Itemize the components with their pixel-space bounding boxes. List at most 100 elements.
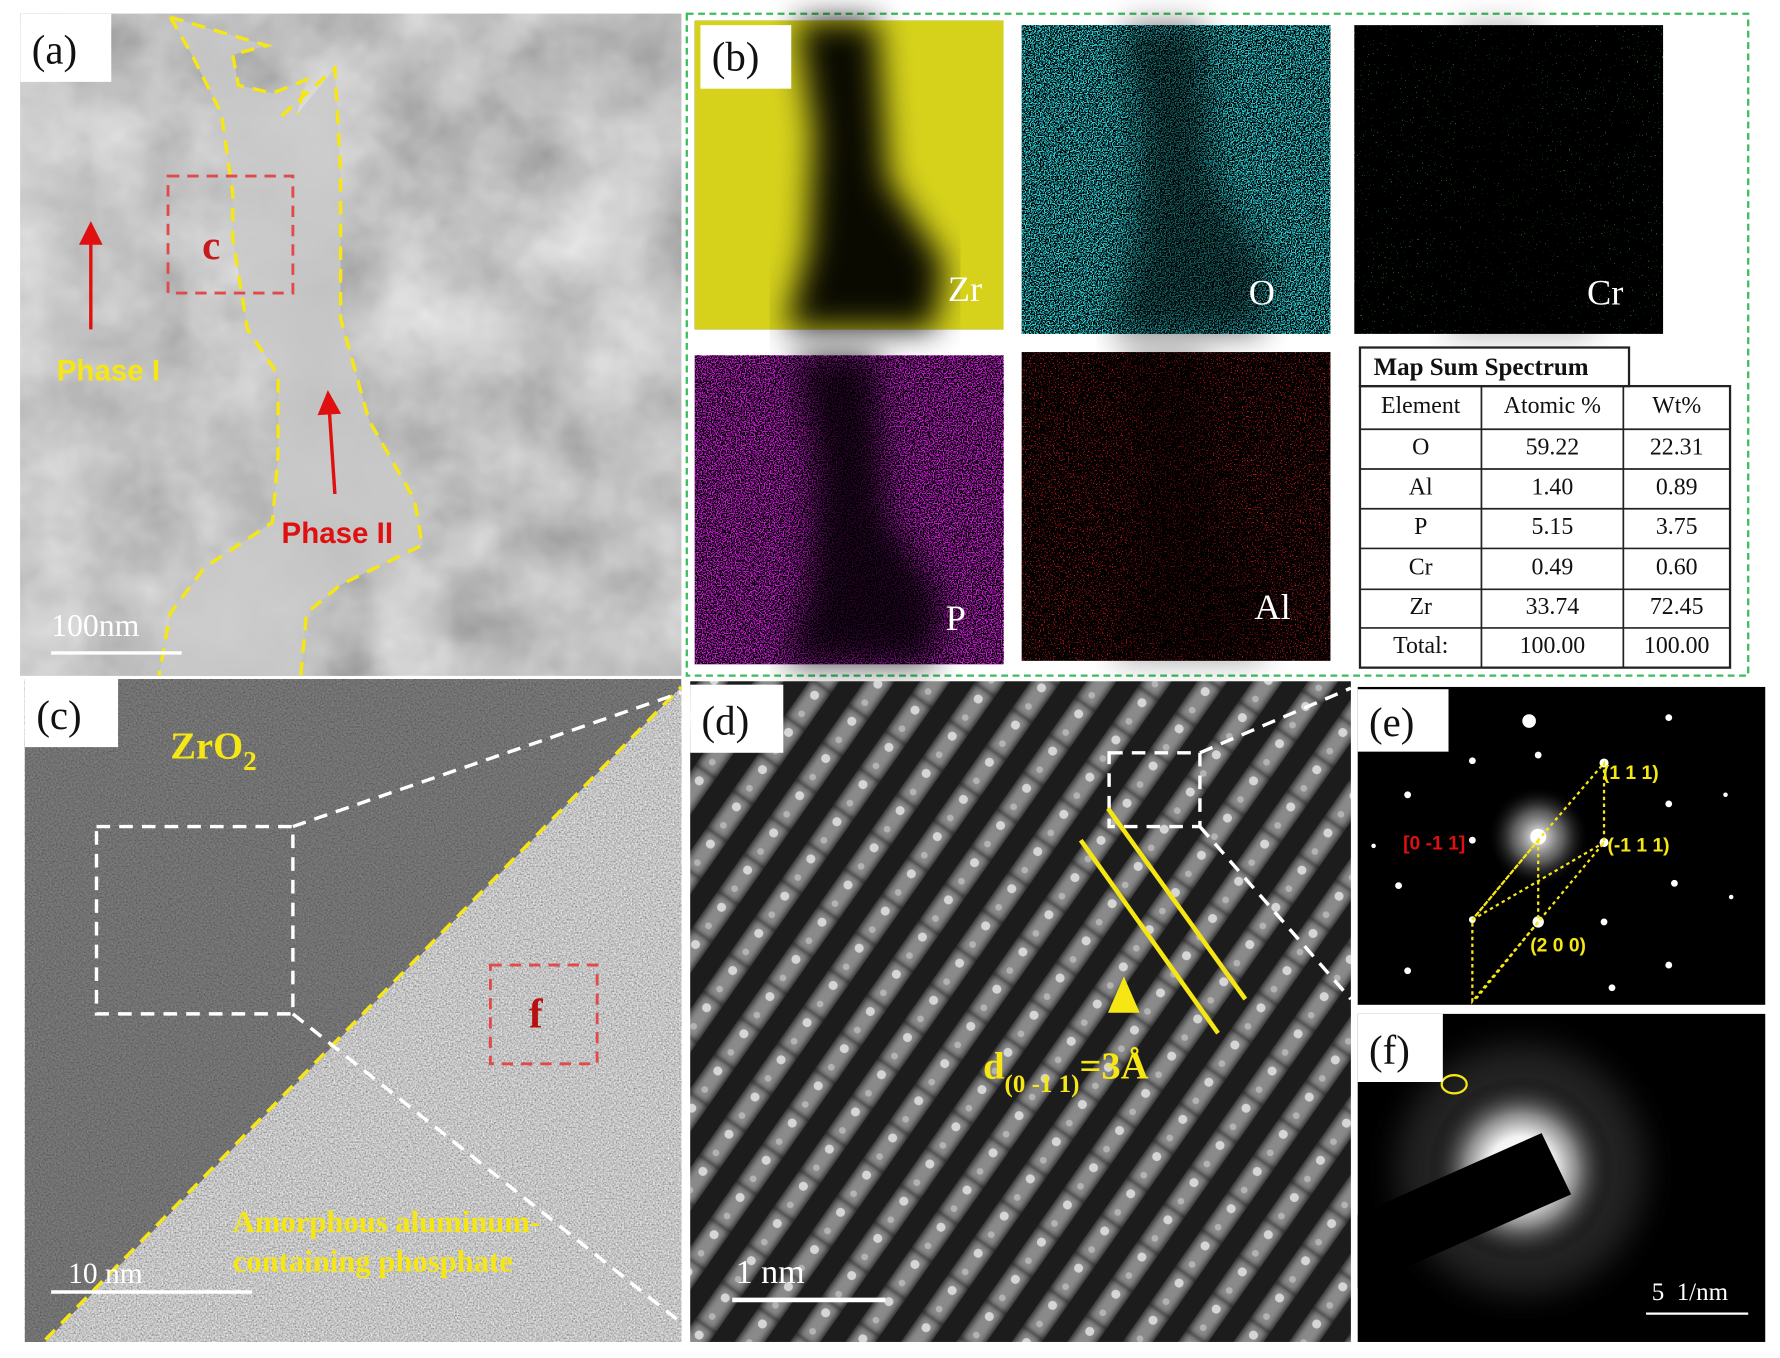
- phase-label: containing phosphate: [233, 1245, 513, 1279]
- spot: [1395, 882, 1402, 890]
- panel-label: (c): [36, 693, 81, 738]
- phase-label: ZrO2: [170, 725, 257, 775]
- spot: [1608, 984, 1616, 992]
- zoom-lines: [291, 691, 683, 1324]
- spot: [1671, 879, 1678, 887]
- panel-label: (d): [702, 699, 750, 744]
- label-box: [24, 679, 119, 748]
- table-header: Atomic %: [1504, 393, 1601, 419]
- interface-line: [44, 685, 683, 1341]
- spot: [1534, 751, 1542, 759]
- table-header: Element: [1381, 393, 1461, 419]
- marker: [1107, 976, 1140, 1013]
- phase-region: [158, 17, 423, 676]
- label-box: [1357, 1013, 1443, 1082]
- table-cell: 72.45: [1650, 594, 1704, 620]
- phase-shadow: [1445, 25, 1605, 334]
- panel-f: 5 1/nm (f): [1357, 1013, 1766, 1342]
- table-cell: 0.60: [1656, 554, 1698, 580]
- scale-label: 1 nm: [736, 1254, 805, 1291]
- plane-lines: [1078, 807, 1248, 1035]
- scale-label: 100nm: [51, 608, 140, 643]
- lattice-image: [690, 681, 1351, 1342]
- table-cell: O: [1412, 435, 1429, 461]
- spot: [1530, 828, 1547, 845]
- arrows: [78, 221, 342, 495]
- zone-axis: [0 -1 1]: [1403, 833, 1465, 854]
- spot-label: (1 1 1): [1603, 763, 1659, 784]
- spot: [1404, 967, 1412, 975]
- region-box: [166, 174, 295, 295]
- spectrum-table: Map Sum Spectrum Element Atomic % Wt% O 59.22…: [1358, 346, 1732, 669]
- phase-label: Amorphous aluminum-: [233, 1205, 540, 1239]
- label-box: [690, 684, 784, 753]
- panel-border: [685, 12, 1750, 677]
- phase-shadow: [1112, 25, 1272, 334]
- table-cell: 5.15: [1532, 514, 1574, 540]
- element-label: P: [946, 598, 966, 638]
- zoom-box: [94, 824, 295, 1016]
- table-cell: Cr: [1409, 554, 1433, 580]
- crystal-region: [24, 679, 682, 1342]
- panel-b: Zr O Cr P Al Map Sum Spectrum Element Atomic %…: [685, 12, 1750, 677]
- panel-a: c Phase I Phase II 100nm (a): [20, 13, 682, 676]
- spot: [1665, 961, 1673, 969]
- table-cell: 22.31: [1650, 435, 1704, 461]
- element-label: Cr: [1587, 272, 1623, 312]
- index-lines: [1471, 759, 1606, 1005]
- phase-shadow: [1112, 352, 1272, 661]
- table-header: Wt%: [1652, 393, 1701, 419]
- phase-outline: [157, 15, 425, 676]
- table-cell: P: [1414, 514, 1427, 540]
- panel-label: (e): [1369, 700, 1414, 745]
- phase-shadow: [785, 355, 945, 665]
- element-maps: Zr O Cr P Al: [694, 20, 1664, 665]
- phase-label: Phase II: [282, 517, 394, 550]
- spot: [1723, 792, 1728, 798]
- panel-d: d(0 -1 1)=3Å 1 nm (d): [690, 681, 1353, 1342]
- spot: [1522, 714, 1536, 728]
- table-cell: Total:: [1393, 633, 1448, 659]
- table-cell: 0.89: [1656, 474, 1698, 500]
- element-label: Al: [1254, 587, 1290, 627]
- spot: [1728, 894, 1734, 900]
- table-cell: 33.74: [1526, 594, 1580, 620]
- table-cell: 3.75: [1656, 514, 1698, 540]
- table-cell: 59.22: [1526, 435, 1580, 461]
- spot-label: (-1 1 1): [1607, 836, 1669, 857]
- spot: [1665, 800, 1673, 808]
- zoom-lines: [1198, 686, 1353, 1001]
- table-cell: Zr: [1409, 594, 1432, 620]
- label-box: [20, 13, 112, 82]
- region-label: c: [202, 223, 220, 268]
- table-cell: Al: [1409, 474, 1433, 500]
- panel-label: (a): [32, 28, 77, 73]
- table-cell: 100.00: [1644, 633, 1710, 659]
- table-title-cell: [1358, 346, 1631, 388]
- spot: [1404, 791, 1412, 799]
- phase-label: Phase I: [57, 354, 160, 387]
- spot: [1468, 836, 1476, 844]
- spot: [1468, 757, 1476, 765]
- label-box: [700, 25, 792, 89]
- table-cell: 1.40: [1532, 474, 1574, 500]
- panel-label: (b): [712, 35, 760, 80]
- beam-stop: [1357, 1133, 1572, 1289]
- panel-label: (f): [1369, 1028, 1410, 1073]
- scale-label: 10 nm: [68, 1258, 143, 1290]
- element-label: O: [1249, 272, 1275, 312]
- phase-shadow: [785, 20, 945, 330]
- zoom-box: [1107, 751, 1202, 829]
- region-box: [488, 963, 599, 1066]
- spot: [1665, 714, 1673, 722]
- ring-marker: [1440, 1074, 1468, 1095]
- region-label: f: [529, 992, 543, 1037]
- spot: [1371, 843, 1376, 849]
- spot-label: (2 0 0): [1530, 935, 1586, 956]
- panel-c: f ZrO2 Amorphous aluminum- containing ph…: [24, 679, 683, 1342]
- table-title: Map Sum Spectrum: [1374, 354, 1589, 381]
- d-spacing: d(0 -1 1)=3Å: [983, 1046, 1149, 1099]
- label-box: [1357, 689, 1449, 752]
- table-cell: 100.00: [1520, 633, 1586, 659]
